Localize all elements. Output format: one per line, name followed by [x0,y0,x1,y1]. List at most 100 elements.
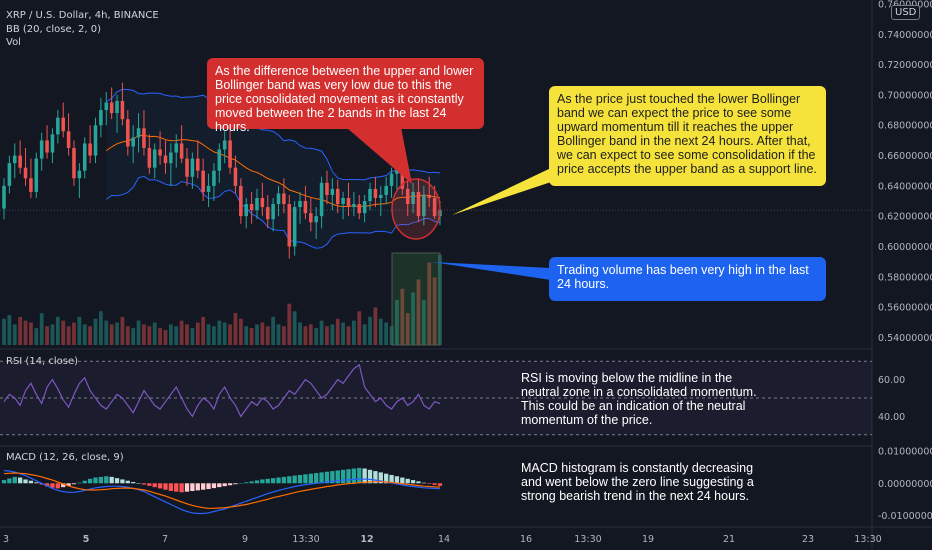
candle [179,125,184,164]
candle [99,97,103,138]
candle [405,179,410,217]
volume-bar [373,307,378,345]
macd-histogram-bar [330,471,335,484]
candle [104,91,109,126]
candle-body [115,100,119,114]
rsi-tick-label: 40.00 [878,412,905,423]
candle [309,197,313,232]
touch-note: As the price just touched the lower Boll… [549,86,826,186]
volume-bar [195,322,200,345]
volume-bar [271,316,276,345]
consolidation-circle [391,178,441,240]
candle [422,185,426,226]
volume-indicator-label[interactable]: Vol [6,37,21,48]
macd-histogram-bar [324,471,330,484]
volume-bar [147,326,152,345]
macd-histogram-bar [281,476,287,484]
macd-histogram-bar [195,483,200,491]
candle-body [335,188,340,205]
bb-upper-line [106,88,441,181]
volume-bar [190,328,195,345]
price-tick-label: 0.70000000 [878,90,932,101]
candle [368,182,372,211]
candle-body [400,167,405,189]
rsi-note: RSI is moving below the midline in the n… [521,371,757,427]
macd-histogram-bar [109,476,114,484]
volume-bar [378,318,383,345]
candle [276,185,281,217]
macd-histogram-bar [114,478,120,484]
candle [206,173,211,208]
macd-histogram-bar [319,472,324,484]
candle [174,134,179,168]
macd-histogram-bar [168,483,174,491]
macd-histogram-bar [297,474,303,484]
currency-badge[interactable]: USD [891,5,921,20]
macd-histogram-bar [410,480,416,484]
macd-histogram-bar [44,483,50,487]
candle [136,113,141,153]
candle-body [298,201,302,208]
volume-bar [238,318,243,345]
candle [201,158,205,202]
candle-body [88,143,92,156]
candle-body [292,207,297,247]
macd-histogram-bar [346,469,351,484]
candle-body [109,102,114,114]
price-tick-label: 0.68000000 [878,121,932,132]
candle [88,125,92,164]
candle-body [18,155,22,168]
candle [228,125,232,174]
price-tick-label: 0.74000000 [878,30,932,41]
candle [427,176,432,208]
candle [56,110,60,144]
candle [384,176,388,205]
macd-histogram-bar [217,483,222,488]
candle-body [201,170,205,192]
candle-body [93,125,98,156]
candle [131,125,135,164]
candle-body [282,193,286,205]
volume-bar [233,313,238,345]
macd-histogram-bar [292,475,297,484]
volume-bar [201,316,206,345]
time-tick-label: 19 [642,534,654,545]
macd-histogram-bar [362,468,367,484]
volume-bar [206,324,211,345]
candle [93,117,98,164]
macd-histogram-bar [211,483,217,489]
candle-body [152,149,157,168]
candle [287,194,292,259]
candle-body [341,197,345,205]
candle-body [276,193,281,205]
volume-bar [29,322,33,345]
bb-indicator-label[interactable]: BB (20, close, 2, 0) [6,24,101,35]
macd-histogram-bar [157,483,163,489]
candle-body [185,158,189,177]
macd-histogram-bar [141,483,147,485]
candle-body [222,140,227,150]
volume-bar [18,316,23,345]
volume-bar [61,320,66,345]
volume-bar [276,324,281,345]
macd-histogram-bar [77,482,82,484]
volume-bar [120,316,125,345]
candle-body [265,207,270,220]
macd-histogram-bar [71,483,77,485]
macd-histogram-bar [23,479,28,484]
volume-bar [93,318,98,345]
volume-bar [330,324,335,345]
macd-histogram-bar [206,483,211,490]
candle-body [244,204,248,217]
volume-bar [411,292,415,345]
candle [341,191,345,220]
macd-indicator-label[interactable]: MACD (12, 26, close, 9) [6,452,124,463]
volume-bar [88,326,93,345]
macd-histogram-bar [136,483,141,484]
candle [352,191,356,217]
rsi-indicator-label[interactable]: RSI (14, close) [6,356,79,367]
candle-body [174,143,179,153]
candle-body [34,158,39,192]
volume-bar [400,288,405,345]
